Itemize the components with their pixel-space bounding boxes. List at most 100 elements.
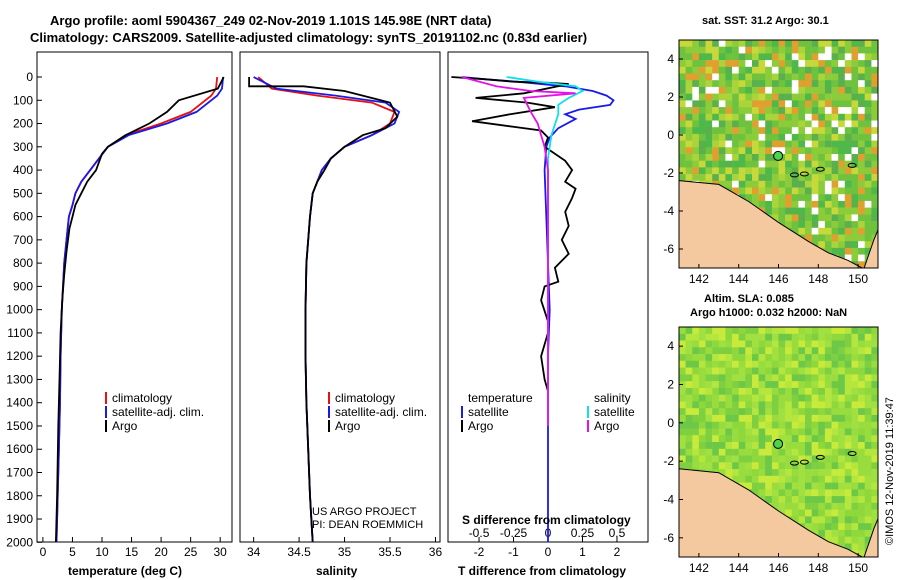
map-cell (844, 374, 852, 382)
map-cell (732, 475, 739, 483)
map-cell (692, 408, 700, 416)
map-cell (738, 80, 746, 88)
map-cell (765, 154, 773, 161)
map-cell (771, 401, 779, 409)
map-cell (679, 448, 686, 456)
map-cell (745, 167, 753, 175)
map-cell (864, 140, 872, 148)
map-cell (844, 40, 852, 47)
map-cell (798, 367, 806, 375)
map-cell (864, 381, 872, 389)
map-cell (685, 73, 693, 81)
map-cell (851, 140, 859, 148)
map-cell (679, 46, 686, 54)
map-cell (871, 200, 878, 208)
map-cell (844, 154, 852, 161)
map-cell (811, 127, 819, 135)
map-cell (864, 394, 872, 402)
map-cell (685, 394, 693, 402)
map-cell (778, 60, 786, 68)
map-cell (791, 107, 799, 115)
map-cell (785, 333, 792, 341)
map-cell (752, 154, 759, 161)
map-cell (752, 462, 759, 470)
map-cell (712, 133, 720, 141)
map-cell (679, 340, 686, 348)
map-cell (791, 140, 799, 148)
map-cell (778, 401, 786, 409)
map-cell (785, 475, 792, 483)
map-cell (838, 442, 846, 450)
map-cell (811, 496, 819, 504)
map-cell (752, 367, 759, 375)
map-cell (864, 174, 872, 182)
map-cell (738, 408, 746, 416)
map-cell (844, 207, 852, 215)
map-cell (798, 442, 806, 450)
map-cell (725, 154, 733, 161)
map-cell (858, 93, 865, 101)
map-cell (778, 435, 786, 443)
depth-tick-label: 300 (13, 140, 33, 154)
map-cell (798, 428, 806, 436)
map-cell (785, 381, 792, 389)
map-cell (785, 502, 792, 510)
map-cell (818, 448, 826, 456)
map-cell (864, 529, 872, 537)
map-cell (738, 475, 746, 483)
map-cell (765, 133, 773, 141)
map-cell (811, 489, 819, 497)
map-cell (785, 154, 792, 161)
map-cell (685, 387, 693, 395)
map-cell (811, 214, 819, 222)
map-cell (811, 194, 819, 202)
map-cell (705, 46, 713, 54)
map-cell (864, 66, 872, 74)
map-cell (851, 374, 859, 382)
map-cell (838, 327, 846, 335)
map-cell (765, 107, 773, 115)
map-cell (831, 489, 839, 497)
map-cell (732, 442, 739, 450)
map-cell (818, 241, 826, 249)
map-cell (864, 167, 872, 175)
map-cell (831, 40, 839, 47)
map-cell (844, 536, 852, 544)
map-cell (791, 80, 799, 88)
map-cell (791, 180, 799, 188)
map-cell (758, 40, 766, 47)
map-cell (798, 414, 806, 422)
map-cell (752, 147, 759, 155)
map-cell (732, 408, 739, 416)
map-cell (851, 187, 859, 195)
map-cell (871, 489, 878, 497)
map-cell (732, 100, 739, 108)
map-cell (864, 489, 872, 497)
map-cell (718, 408, 726, 416)
map-cell (858, 340, 865, 348)
map-cell (745, 347, 753, 355)
map-cell (738, 428, 746, 436)
map-cell (732, 187, 739, 195)
map-cell (844, 200, 852, 208)
map-cell (778, 354, 786, 362)
map-cell (805, 113, 812, 121)
map-cell (738, 93, 746, 101)
map-cell (844, 133, 852, 141)
map-cell (778, 374, 786, 382)
map-cell (771, 421, 779, 429)
map-cell (824, 200, 832, 208)
map-cell (864, 387, 872, 395)
map-cell (818, 133, 826, 141)
map-cell (831, 536, 839, 544)
map-cell (712, 140, 720, 148)
map-cell (732, 455, 739, 463)
map-cell (771, 107, 779, 115)
map-cell (851, 214, 859, 222)
map-cell (798, 93, 806, 101)
map-cell (824, 46, 832, 54)
map-cell (732, 360, 739, 368)
map-cell (738, 381, 746, 389)
island (847, 162, 857, 168)
map-cell (811, 387, 819, 395)
